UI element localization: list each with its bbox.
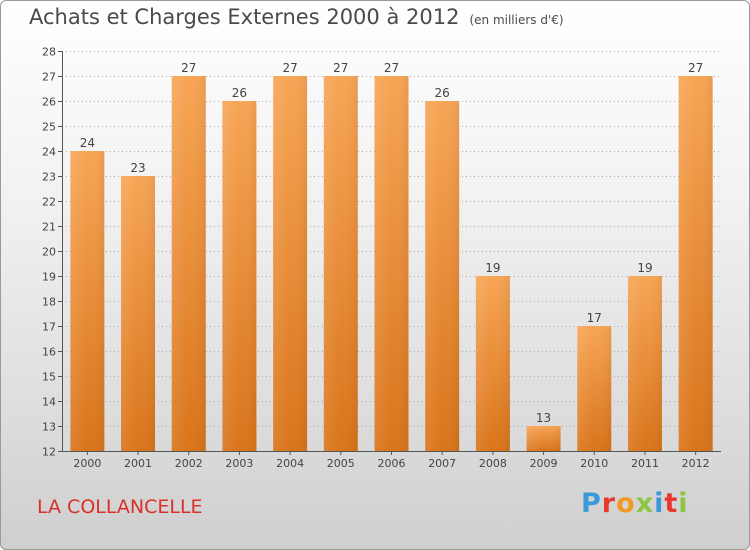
y-tick-label: 19 <box>42 271 56 284</box>
logo-letter: P <box>581 488 602 519</box>
y-tick-label: 24 <box>42 146 56 159</box>
bar-sheen <box>70 151 105 451</box>
x-tick-label: 2011 <box>631 457 659 470</box>
y-tick-label: 16 <box>42 346 56 359</box>
y-tick-label: 18 <box>42 296 56 309</box>
axes: 12 13 14 15 16 17 18 19 20 21 22 23 24 25 26 27 28 2000 20… <box>42 46 721 470</box>
x-tick-label: 2002 <box>175 457 203 470</box>
chart-title-text: Achats et Charges Externes 2000 à 2012 <box>29 5 460 29</box>
logo-letter: r <box>601 488 617 519</box>
proxiti-logo[interactable]: Proxiti <box>581 488 689 519</box>
y-tick-label: 12 <box>42 446 56 459</box>
data-label: 26 <box>232 86 247 100</box>
y-tick-label: 20 <box>42 246 56 259</box>
x-tick-label: 2001 <box>124 457 152 470</box>
logo-letter: o <box>616 488 636 519</box>
bar-sheen <box>323 76 358 451</box>
x-tick-label: 2000 <box>73 457 101 470</box>
x-tick-label: 2004 <box>276 457 304 470</box>
y-tick-label: 21 <box>42 221 56 234</box>
data-label: 24 <box>80 136 95 150</box>
data-label: 23 <box>130 161 145 175</box>
data-label: 13 <box>536 411 551 425</box>
bars <box>70 76 713 451</box>
data-label: 27 <box>688 61 703 75</box>
bar-sheen <box>273 76 308 451</box>
y-tick-label: 23 <box>42 171 56 184</box>
y-tick-label: 17 <box>42 321 56 334</box>
data-label: 27 <box>384 61 399 75</box>
x-tick-label: 2006 <box>378 457 406 470</box>
logo-letter: i <box>678 488 689 519</box>
data-labels: 24 23 27 26 27 27 27 26 19 13 17 19 27 <box>80 61 704 425</box>
data-label: 19 <box>485 261 500 275</box>
y-tick-label: 25 <box>42 121 56 134</box>
logo-letter: i <box>654 488 665 519</box>
data-label: 27 <box>333 61 348 75</box>
data-label: 17 <box>587 311 602 325</box>
bar-sheen <box>627 276 662 451</box>
bar-sheen <box>577 326 612 451</box>
y-tick-label: 27 <box>42 71 56 84</box>
data-label: 27 <box>282 61 297 75</box>
logo-letter: x <box>635 488 655 519</box>
chart-subtitle: (en milliers d'€) <box>469 13 564 27</box>
x-tick-label: 2007 <box>428 457 456 470</box>
commune-name: LA COLLANCELLE <box>37 496 203 518</box>
bar-sheen <box>222 101 257 451</box>
logo-letter: t <box>664 488 679 519</box>
y-tick-label: 28 <box>42 46 56 59</box>
x-tick-label: 2009 <box>530 457 558 470</box>
x-tick-label: 2005 <box>327 457 355 470</box>
y-tick-label: 14 <box>42 396 56 409</box>
y-tick-label: 15 <box>42 371 56 384</box>
bar-sheen <box>678 76 713 451</box>
bar-sheen <box>171 76 206 451</box>
data-label: 26 <box>435 86 450 100</box>
x-tick-label: 2012 <box>682 457 710 470</box>
bar-sheen <box>374 76 409 451</box>
bar-sheen <box>121 176 156 451</box>
bar-sheen <box>526 426 561 451</box>
x-tick-label: 2010 <box>580 457 608 470</box>
data-label: 27 <box>181 61 196 75</box>
bar-sheen <box>475 276 510 451</box>
x-tick-label: 2008 <box>479 457 507 470</box>
data-label: 19 <box>637 261 652 275</box>
bar-sheen <box>425 101 460 451</box>
x-tick-label: 2003 <box>225 457 253 470</box>
y-tick-label: 22 <box>42 196 56 209</box>
chart-title: Achats et Charges Externes 2000 à 2012 (e… <box>29 5 564 29</box>
y-tick-label: 26 <box>42 96 56 109</box>
y-tick-label: 13 <box>42 421 56 434</box>
